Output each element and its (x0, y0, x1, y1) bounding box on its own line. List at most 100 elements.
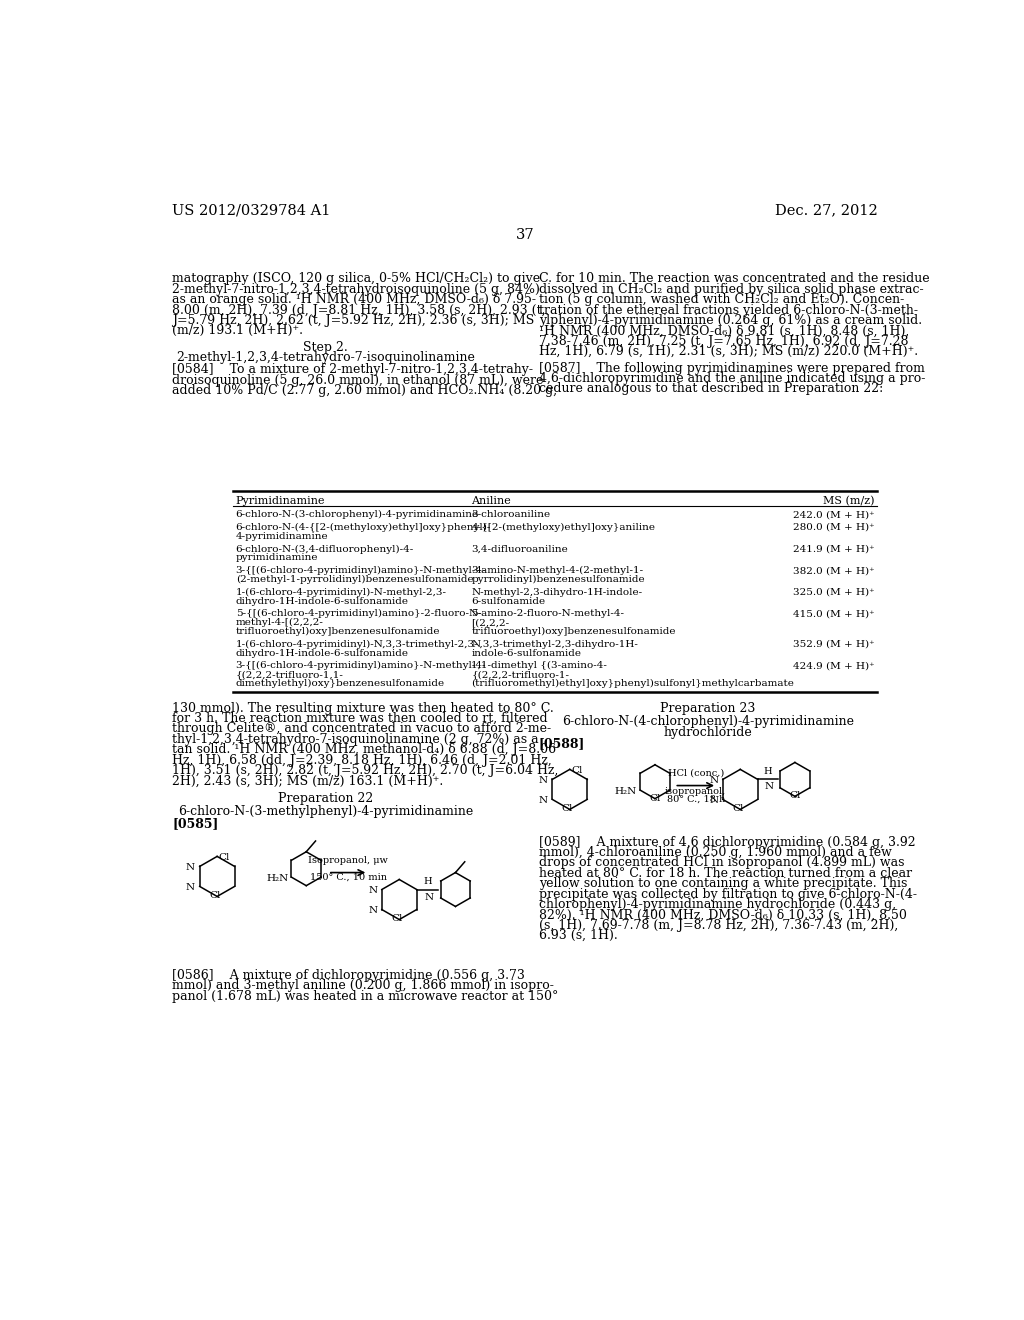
Text: [0586]    A mixture of dichloropyrimidine (0.556 g, 3.73: [0586] A mixture of dichloropyrimidine (… (172, 969, 525, 982)
Text: H: H (423, 878, 432, 887)
Text: 6-chloro-N-(4-chlorophenyl)-4-pyrimidinamine: 6-chloro-N-(4-chlorophenyl)-4-pyrimidina… (562, 715, 854, 729)
Text: (2-methyl-1-pyrrolidinyl)benzenesulfonamide: (2-methyl-1-pyrrolidinyl)benzenesulfonam… (236, 576, 473, 583)
Text: for 3 h. The reaction mixture was then cooled to rt, filtered: for 3 h. The reaction mixture was then c… (172, 711, 548, 725)
Text: 6.93 (s, 1H).: 6.93 (s, 1H). (539, 929, 617, 942)
Text: [0589]    A mixture of 4,6 dichloropyrimidine (0.584 g, 3.92: [0589] A mixture of 4,6 dichloropyrimidi… (539, 836, 915, 849)
Text: N: N (709, 796, 718, 805)
Text: 1H), 3.51 (s, 2H), 2.82 (t, J=5.92 Hz, 2H), 2.70 (t, J=6.04 Hz,: 1H), 3.51 (s, 2H), 2.82 (t, J=5.92 Hz, 2… (172, 764, 558, 777)
Text: 37: 37 (515, 227, 535, 242)
Text: 2-methyl-1,2,3,4-tetrahydro-7-isoquinolinamine: 2-methyl-1,2,3,4-tetrahydro-7-isoquinoli… (176, 351, 475, 364)
Text: 82%). ¹H NMR (400 MHz, DMSO-d₆) δ 10.33 (s, 1H), 8.50: 82%). ¹H NMR (400 MHz, DMSO-d₆) δ 10.33 … (539, 908, 906, 921)
Text: Step 2.: Step 2. (303, 341, 348, 354)
Text: dihydro-1H-indole-6-sulfonamide: dihydro-1H-indole-6-sulfonamide (236, 648, 409, 657)
Text: 325.0 (M + H)⁺: 325.0 (M + H)⁺ (793, 587, 874, 597)
Text: 2H), 2.43 (s, 3H); MS (m/z) 163.1 (M+H)⁺.: 2H), 2.43 (s, 3H); MS (m/z) 163.1 (M+H)⁺… (172, 775, 443, 788)
Text: 3,4-difluoroaniline: 3,4-difluoroaniline (471, 545, 568, 553)
Text: hydrochloride: hydrochloride (664, 726, 753, 738)
Text: precipitate was collected by filtration to give 6-chloro-N-(4-: precipitate was collected by filtration … (539, 887, 916, 900)
Text: 8.00 (m, 2H), 7.39 (d, J=8.81 Hz, 1H), 3.58 (s, 2H), 2.93 (t,: 8.00 (m, 2H), 7.39 (d, J=8.81 Hz, 1H), 3… (172, 304, 546, 317)
Text: 415.0 (M + H)⁺: 415.0 (M + H)⁺ (793, 610, 874, 618)
Text: [0588]: [0588] (539, 738, 585, 751)
Text: (s, 1H), 7.69-7.78 (m, J=8.78 Hz, 2H), 7.36-7.43 (m, 2H),: (s, 1H), 7.69-7.78 (m, J=8.78 Hz, 2H), 7… (539, 919, 898, 932)
Text: N: N (186, 883, 195, 892)
Text: methyl-4-[(2,2,2-: methyl-4-[(2,2,2- (236, 618, 324, 627)
Text: cedure analogous to that described in Preparation 22:: cedure analogous to that described in Pr… (539, 383, 883, 396)
Text: 3-amino-N-methyl-4-(2-methyl-1-: 3-amino-N-methyl-4-(2-methyl-1- (471, 566, 643, 576)
Text: 352.9 (M + H)⁺: 352.9 (M + H)⁺ (793, 640, 874, 648)
Text: pyrrolidinyl)benzenesulfonamide: pyrrolidinyl)benzenesulfonamide (471, 576, 645, 583)
Text: 6-sulfonamide: 6-sulfonamide (471, 597, 546, 606)
Text: 4-{[2-(methyloxy)ethyl]oxy}aniline: 4-{[2-(methyloxy)ethyl]oxy}aniline (471, 523, 655, 532)
Text: N-methyl-2,3-dihydro-1H-indole-: N-methyl-2,3-dihydro-1H-indole- (471, 587, 642, 597)
Text: N: N (765, 783, 774, 792)
Text: trifluoroethyl)oxy]benzenesulfonamide: trifluoroethyl)oxy]benzenesulfonamide (471, 627, 676, 636)
Text: chlorophenyl)-4-pyrimidinamine hydrochloride (0.443 g,: chlorophenyl)-4-pyrimidinamine hydrochlo… (539, 898, 896, 911)
Text: Pyrimidinamine: Pyrimidinamine (236, 496, 326, 506)
Text: 6-chloro-N-(3,4-difluorophenyl)-4-: 6-chloro-N-(3,4-difluorophenyl)-4- (236, 545, 414, 553)
Text: Cl: Cl (391, 915, 402, 924)
Text: 130 mmol). The resulting mixture was then heated to 80° C.: 130 mmol). The resulting mixture was the… (172, 702, 554, 714)
Text: MS (m/z): MS (m/z) (823, 496, 874, 506)
Text: [(2,2,2-: [(2,2,2- (471, 618, 510, 627)
Text: through Celite®, and concentrated in vacuo to afford 2-me-: through Celite®, and concentrated in vac… (172, 722, 551, 735)
Text: 3-{[(6-chloro-4-pyrimidinyl)amino}-N-methyl-4-: 3-{[(6-chloro-4-pyrimidinyl)amino}-N-met… (236, 566, 486, 576)
Text: 382.0 (M + H)⁺: 382.0 (M + H)⁺ (793, 566, 874, 576)
Text: Preparation 22: Preparation 22 (278, 792, 374, 805)
Text: H₂N: H₂N (266, 874, 289, 883)
Text: 80° C., 18 h: 80° C., 18 h (667, 795, 725, 804)
Text: pyrimidinamine: pyrimidinamine (236, 553, 318, 562)
Text: {(2,2,2-trifluoro-1,1-: {(2,2,2-trifluoro-1,1- (236, 671, 344, 678)
Text: 7.38-7.46 (m, 2H), 7.25 (t, J=7.65 Hz, 1H), 6.92 (d, J=7.28: 7.38-7.46 (m, 2H), 7.25 (t, J=7.65 Hz, 1… (539, 335, 908, 347)
Text: 4-pyrimidinamine: 4-pyrimidinamine (236, 532, 329, 541)
Text: 5-amino-2-fluoro-N-methyl-4-: 5-amino-2-fluoro-N-methyl-4- (471, 610, 625, 618)
Text: 6-chloro-N-(4-{[2-(methyloxy)ethyl]oxy}phenyl)-: 6-chloro-N-(4-{[2-(methyloxy)ethyl]oxy}p… (236, 523, 492, 532)
Text: H: H (764, 767, 772, 776)
Text: Hz, 1H), 6.58 (dd, J=2.39, 8.18 Hz, 1H), 6.46 (d, J=2.01 Hz,: Hz, 1H), 6.58 (dd, J=2.39, 8.18 Hz, 1H),… (172, 754, 552, 767)
Text: C. for 10 min. The reaction was concentrated and the residue: C. for 10 min. The reaction was concentr… (539, 272, 930, 285)
Text: (trifluoromethyl)ethyl]oxy}phenyl)sulfonyl}methylcarbamate: (trifluoromethyl)ethyl]oxy}phenyl)sulfon… (471, 678, 795, 688)
Text: 6-chloro-N-(3-chlorophenyl)-4-pyrimidinamine: 6-chloro-N-(3-chlorophenyl)-4-pyrimidina… (236, 511, 479, 519)
Text: (m/z) 193.1 (M+H)⁺.: (m/z) 193.1 (M+H)⁺. (172, 325, 303, 338)
Text: 241.9 (M + H)⁺: 241.9 (M + H)⁺ (793, 545, 874, 553)
Text: heated at 80° C. for 18 h. The reaction turned from a clear: heated at 80° C. for 18 h. The reaction … (539, 867, 912, 880)
Text: tration of the ethereal fractions yielded 6-chloro-N-(3-meth-: tration of the ethereal fractions yielde… (539, 304, 918, 317)
Text: added 10% Pd/C (2.77 g, 2.60 mmol) and HCO₂.NH₄ (8.20 g,: added 10% Pd/C (2.77 g, 2.60 mmol) and H… (172, 384, 557, 397)
Text: Cl: Cl (219, 853, 230, 862)
Text: indole-6-sulfonamide: indole-6-sulfonamide (471, 648, 582, 657)
Text: 3-{[(6-chloro-4-pyrimidinyl)amino}-N-methyl-4-: 3-{[(6-chloro-4-pyrimidinyl)amino}-N-met… (236, 661, 486, 671)
Text: 242.0 (M + H)⁺: 242.0 (M + H)⁺ (793, 511, 874, 519)
Text: Cl: Cl (562, 804, 573, 813)
Text: J=5.79 Hz, 2H), 2.62 (t, J=5.92 Hz, 2H), 2.36 (s, 3H); MS: J=5.79 Hz, 2H), 2.62 (t, J=5.92 Hz, 2H),… (172, 314, 535, 327)
Text: N: N (186, 863, 195, 871)
Text: as an orange solid. ¹H NMR (400 MHz, DMSO-d₆) δ 7.95-: as an orange solid. ¹H NMR (400 MHz, DMS… (172, 293, 537, 306)
Text: 3-chloroaniline: 3-chloroaniline (471, 511, 551, 519)
Text: yellow solution to one containing a white precipitate. This: yellow solution to one containing a whit… (539, 878, 907, 890)
Text: dimethylethyl)oxy}benzenesulfonamide: dimethylethyl)oxy}benzenesulfonamide (236, 678, 444, 688)
Text: mmol) and 3-methyl aniline (0.200 g, 1.866 mmol) in isopro-: mmol) and 3-methyl aniline (0.200 g, 1.8… (172, 979, 554, 993)
Text: 5-{[(6-chloro-4-pyrimidinyl)amino}-2-fluoro-N-: 5-{[(6-chloro-4-pyrimidinyl)amino}-2-flu… (236, 610, 481, 618)
Text: Cl: Cl (790, 791, 801, 800)
Text: Cl: Cl (649, 793, 660, 803)
Text: droisoquinoline (5 g, 26.0 mmol), in ethanol (87 mL), were: droisoquinoline (5 g, 26.0 mmol), in eth… (172, 374, 544, 387)
Text: 1-(6-chloro-4-pyrimidinyl)-N,3,3-trimethyl-2,3-: 1-(6-chloro-4-pyrimidinyl)-N,3,3-trimeth… (236, 640, 478, 648)
Text: N: N (539, 796, 548, 805)
Text: US 2012/0329784 A1: US 2012/0329784 A1 (172, 203, 331, 216)
Text: 1,1-dimethyl {(3-amino-4-: 1,1-dimethyl {(3-amino-4- (471, 661, 607, 671)
Text: 150° C., 10 min: 150° C., 10 min (309, 873, 387, 882)
Text: Isopropanol, μw: Isopropanol, μw (308, 855, 388, 865)
Text: thyl-1,2,3,4-tetrahydro-7-isoquinolinamine (2 g, 72%) as a: thyl-1,2,3,4-tetrahydro-7-isoquinolinami… (172, 733, 539, 746)
Text: ylphenyl)-4-pyrimidinamine (0.264 g, 61%) as a cream solid.: ylphenyl)-4-pyrimidinamine (0.264 g, 61%… (539, 314, 922, 327)
Text: drops of concentrated HCl in isopropanol (4.899 mL) was: drops of concentrated HCl in isopropanol… (539, 857, 904, 870)
Text: 4,6-dichloropyrimidine and the aniline indicated using a pro-: 4,6-dichloropyrimidine and the aniline i… (539, 372, 925, 385)
Text: Cl: Cl (571, 767, 583, 775)
Text: 6-chloro-N-(3-methylphenyl)-4-pyrimidinamine: 6-chloro-N-(3-methylphenyl)-4-pyrimidina… (178, 805, 473, 818)
Text: N,3,3-trimethyl-2,3-dihydro-1H-: N,3,3-trimethyl-2,3-dihydro-1H- (471, 640, 638, 648)
Text: N: N (368, 906, 377, 915)
Text: mmol), 4-chloroaniline (0.250 g, 1.960 mmol) and a few: mmol), 4-chloroaniline (0.250 g, 1.960 m… (539, 846, 892, 859)
Text: isopropanol,: isopropanol, (665, 787, 726, 796)
Text: [0584]    To a mixture of 2-methyl-7-nitro-1,2,3,4-tetrahy-: [0584] To a mixture of 2-methyl-7-nitro-… (172, 363, 534, 376)
Text: 424.9 (M + H)⁺: 424.9 (M + H)⁺ (793, 661, 874, 671)
Text: dissolved in CH₂Cl₂ and purified by silica solid phase extrac-: dissolved in CH₂Cl₂ and purified by sili… (539, 282, 924, 296)
Text: Cl: Cl (732, 804, 743, 813)
Text: HCl (conc.): HCl (conc.) (668, 768, 724, 777)
